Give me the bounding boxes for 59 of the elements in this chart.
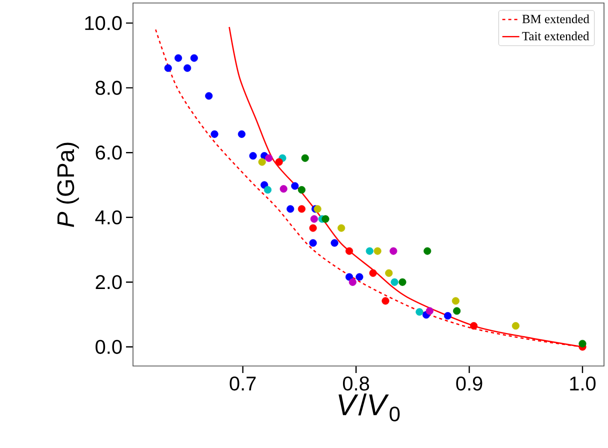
- point: [264, 186, 272, 194]
- y-axis-title: P (GPa): [56, 142, 79, 227]
- point: [578, 340, 586, 348]
- legend-label: Tait extended: [522, 32, 590, 40]
- point: [345, 273, 354, 281]
- y-tick-label: 2.0: [96, 275, 122, 290]
- point: [356, 273, 364, 281]
- point: [280, 185, 288, 193]
- point: [470, 322, 478, 330]
- point: [309, 239, 317, 247]
- point: [164, 64, 172, 72]
- point: [265, 154, 273, 162]
- point: [369, 269, 377, 277]
- point: [298, 205, 306, 213]
- point: [390, 278, 398, 286]
- point: [291, 182, 299, 190]
- point: [322, 215, 330, 223]
- point: [444, 312, 452, 320]
- point: [426, 307, 434, 315]
- x-tick-label: 1.0: [570, 376, 596, 391]
- x-tick-label: 0.8: [342, 376, 370, 391]
- point: [249, 152, 257, 160]
- point: [453, 307, 461, 315]
- point: [174, 54, 182, 62]
- x-tick-label: 0.9: [456, 376, 482, 391]
- y-tick-label: 8.0: [96, 80, 122, 95]
- point: [452, 297, 460, 305]
- point: [330, 239, 338, 247]
- point: [398, 278, 406, 286]
- point: [374, 247, 382, 255]
- y-tick-label: 6.0: [96, 146, 122, 160]
- point: [238, 130, 246, 138]
- point: [390, 247, 398, 255]
- y-tick-label: 4.0: [95, 210, 122, 224]
- point: [258, 158, 266, 166]
- point: [298, 186, 306, 194]
- x-tick-label: 0.7: [230, 376, 256, 391]
- point: [512, 322, 520, 330]
- point: [286, 205, 294, 213]
- point: [338, 224, 346, 232]
- y-tick-label: 0.0: [96, 340, 122, 354]
- point: [190, 54, 198, 62]
- x-axis-title: V/V$_{0}$: [338, 393, 400, 422]
- y-tick-label: 10.0: [85, 16, 122, 30]
- point: [348, 278, 356, 286]
- point: [345, 247, 354, 255]
- point: [184, 64, 192, 72]
- legend-label: BM extended: [522, 14, 590, 24]
- point: [385, 269, 393, 277]
- point: [309, 224, 317, 232]
- point: [416, 308, 424, 316]
- point: [205, 92, 213, 100]
- point: [310, 215, 318, 223]
- point: [301, 154, 309, 162]
- point: [275, 158, 283, 166]
- point: [382, 297, 390, 305]
- point: [366, 247, 374, 255]
- point: [210, 130, 218, 138]
- point: [424, 247, 432, 255]
